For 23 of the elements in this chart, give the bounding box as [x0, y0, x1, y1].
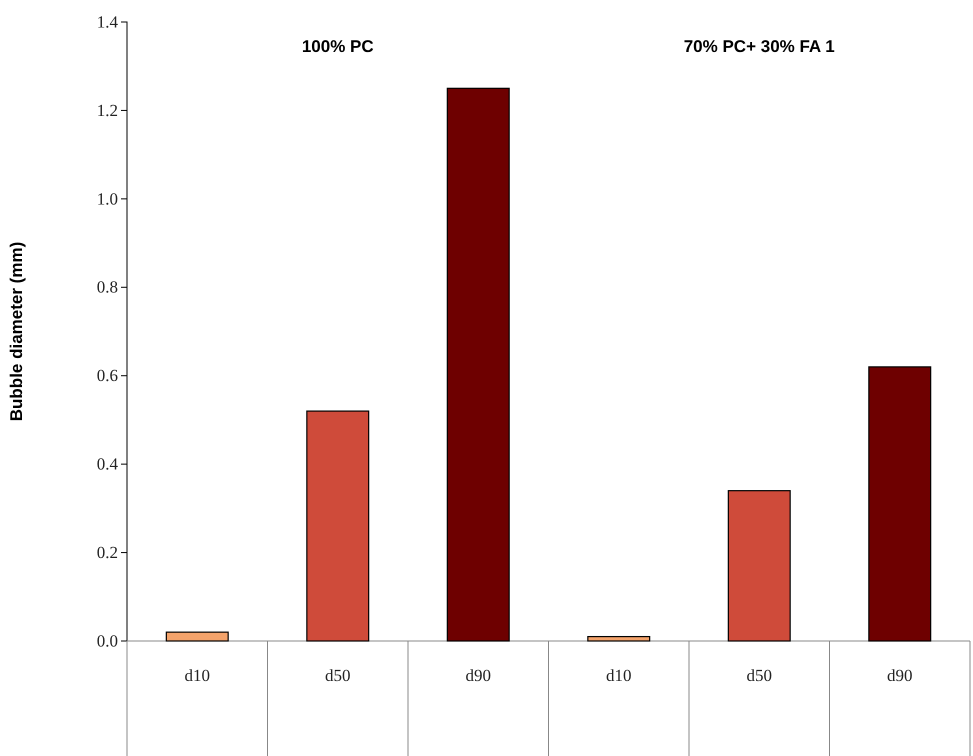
- x-tick-label: d10: [184, 666, 210, 686]
- annotation: 70% PC+ 30% FA 1: [684, 37, 835, 56]
- y-tick-label: 0.2: [96, 543, 118, 562]
- bar: [166, 632, 229, 642]
- y-tick-label: 0.0: [96, 631, 118, 650]
- bar: [728, 490, 791, 642]
- annotation: 100% PC: [302, 37, 374, 56]
- y-tick-label: 1.4: [96, 12, 118, 32]
- bar: [587, 636, 650, 642]
- x-tick-label: d90: [466, 666, 491, 686]
- y-tick-label: 1.0: [96, 189, 118, 208]
- y-tick-label: 0.4: [96, 454, 118, 474]
- x-tick-label: d90: [887, 666, 912, 686]
- bar: [868, 366, 932, 642]
- y-tick-label: 0.8: [96, 278, 118, 297]
- y-axis-title: Bubble diameter (mm): [7, 242, 26, 422]
- x-tick-label: d50: [325, 666, 350, 686]
- bar: [306, 410, 370, 642]
- x-tick-label: d10: [606, 666, 632, 686]
- y-tick-label: 0.6: [96, 366, 118, 386]
- bar: [446, 88, 510, 642]
- x-tick-label: d50: [746, 666, 772, 686]
- y-tick-label: 1.2: [96, 100, 118, 120]
